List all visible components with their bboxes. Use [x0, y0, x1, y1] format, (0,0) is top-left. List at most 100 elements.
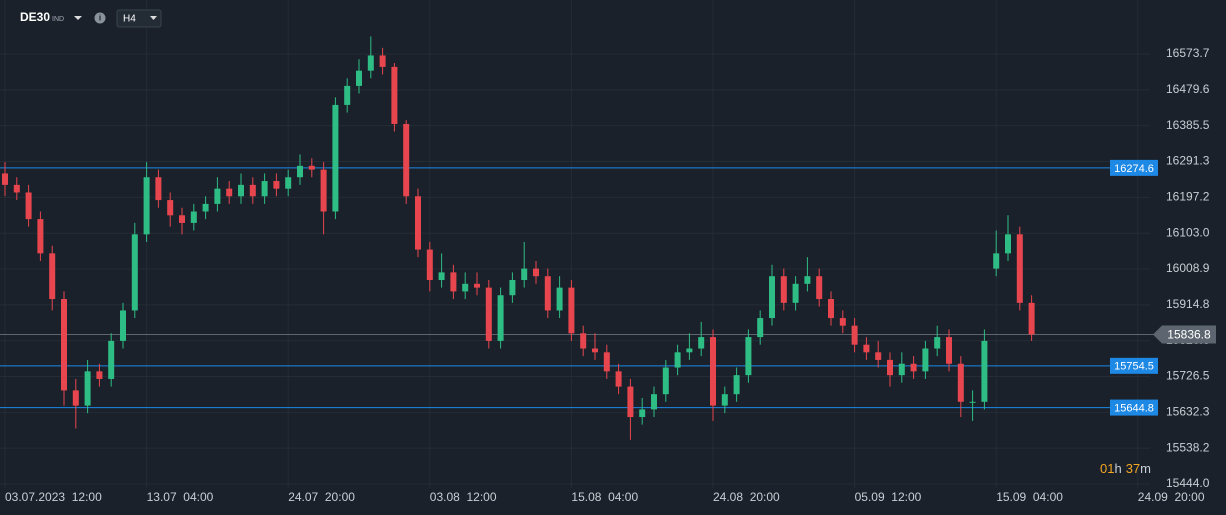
candle-body: [792, 283, 799, 303]
candle-body: [238, 184, 244, 197]
candle-body: [462, 283, 469, 292]
candle-body: [780, 276, 787, 303]
countdown: 01h 37m: [1100, 461, 1151, 476]
candle-body: [662, 367, 669, 395]
price-tag: [1110, 399, 1158, 416]
candle-body: [297, 165, 303, 178]
candle-body: [37, 219, 44, 254]
candle-body: [615, 371, 622, 387]
candle-body: [922, 348, 929, 372]
candle-body: [957, 363, 964, 402]
candle-body: [946, 337, 952, 364]
candle-body: [674, 352, 681, 368]
candle-body: [391, 66, 398, 124]
y-tick-label: 16479.6: [1166, 82, 1210, 96]
candle-body: [544, 276, 551, 311]
price-tag: [1110, 357, 1158, 374]
y-tick-label: 15726.5: [1166, 369, 1210, 383]
candle-body: [167, 200, 174, 216]
candle-body: [627, 386, 634, 418]
candle-body: [131, 234, 138, 311]
symbol[interactable]: DE30: [20, 10, 50, 24]
candle-body: [887, 359, 893, 376]
candle-body: [344, 85, 351, 105]
candle-body: [190, 211, 197, 223]
candle-body: [863, 344, 870, 353]
y-tick-label: 15538.2: [1166, 440, 1210, 454]
candle-body: [851, 325, 858, 345]
x-tick-label: 15.09 04:00: [996, 490, 1063, 504]
candle-body: [249, 184, 256, 197]
candle-body: [993, 253, 1000, 269]
candle-body: [261, 181, 268, 197]
y-tick-label: 15444.0: [1166, 476, 1210, 490]
candle-body: [603, 352, 610, 372]
candle-body: [474, 283, 480, 288]
candle-body: [568, 287, 575, 334]
x-tick-label: 03.08 12:00: [430, 490, 497, 504]
candle-body: [1005, 234, 1011, 254]
candle-body: [84, 371, 91, 406]
current-price-label: 15836.8: [1167, 328, 1211, 342]
candle-body: [757, 318, 764, 338]
x-tick-label: 05.09 12:00: [855, 490, 922, 504]
price-tag-label: 15644.8: [1114, 402, 1154, 414]
candle-body: [639, 409, 646, 418]
candle-body: [804, 276, 811, 284]
candle-body: [1028, 302, 1035, 335]
candle-body: [379, 55, 386, 67]
y-tick-label: 16291.3: [1166, 154, 1210, 168]
candle-body: [403, 123, 410, 197]
y-tick-label: 16008.9: [1166, 261, 1210, 275]
market: IND: [52, 16, 64, 23]
candle-body: [769, 276, 775, 319]
candle-body: [25, 192, 32, 220]
timeframe: H4: [123, 14, 136, 25]
candle-body: [61, 299, 67, 391]
candle-body: [698, 337, 705, 349]
candle-body: [120, 310, 126, 341]
timeframe-select[interactable]: [116, 9, 162, 28]
candle-body: [485, 287, 492, 341]
candle-body: [72, 390, 79, 406]
candle-body: [733, 375, 740, 395]
candle-body: [108, 340, 115, 379]
candle-body: [875, 352, 882, 360]
x-tick-label: 24.07 20:00: [288, 490, 355, 504]
candle-body: [450, 272, 457, 292]
candle-body: [710, 337, 716, 406]
candle-body: [898, 363, 905, 376]
candle-body: [308, 165, 315, 170]
current-price-tag: [1153, 325, 1216, 344]
price-tag: [1110, 159, 1158, 176]
candle-body: [969, 401, 976, 403]
candle-body: [592, 348, 598, 353]
candle-body: [651, 394, 657, 410]
x-tick-label: 15.08 04:00: [571, 490, 638, 504]
candle-body: [910, 363, 917, 372]
candle-body: [332, 104, 339, 212]
candle-body: [285, 177, 292, 189]
candle-body: [13, 184, 20, 193]
candle-body: [497, 295, 504, 341]
y-tick-label: 16197.2: [1166, 190, 1210, 204]
y-tick-label: 16573.7: [1166, 46, 1210, 60]
candle-body: [273, 181, 280, 189]
info-text: i: [99, 14, 101, 23]
candle-body: [533, 268, 539, 277]
candle-body: [1016, 234, 1023, 303]
symbol-dropdown[interactable]: [74, 16, 82, 20]
candle-body: [356, 70, 362, 86]
candle-body: [49, 253, 56, 300]
candle-body: [934, 337, 941, 349]
candle-body: [2, 173, 8, 185]
candle-body: [415, 196, 421, 250]
info-icon[interactable]: [94, 12, 106, 24]
candle-body: [580, 333, 587, 349]
candle-body: [828, 299, 834, 319]
candle-body: [96, 371, 103, 379]
x-tick-label: 03.07.2023 12:00: [5, 490, 102, 504]
candle-body: [521, 268, 528, 281]
